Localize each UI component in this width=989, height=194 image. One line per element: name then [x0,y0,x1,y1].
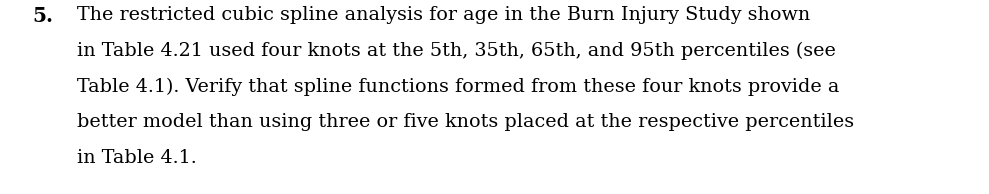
Text: in Table 4.21 used four knots at the 5th, 35th, 65th, and 95th percentiles (see: in Table 4.21 used four knots at the 5th… [77,42,836,60]
Text: Table 4.1). Verify that spline functions formed from these four knots provide a: Table 4.1). Verify that spline functions… [77,78,840,96]
Text: better model than using three or five knots placed at the respective percentiles: better model than using three or five kn… [77,113,854,132]
Text: in Table 4.1.: in Table 4.1. [77,149,197,167]
Text: 5.: 5. [33,6,53,26]
Text: The restricted cubic spline analysis for age in the Burn Injury Study shown: The restricted cubic spline analysis for… [77,6,810,24]
